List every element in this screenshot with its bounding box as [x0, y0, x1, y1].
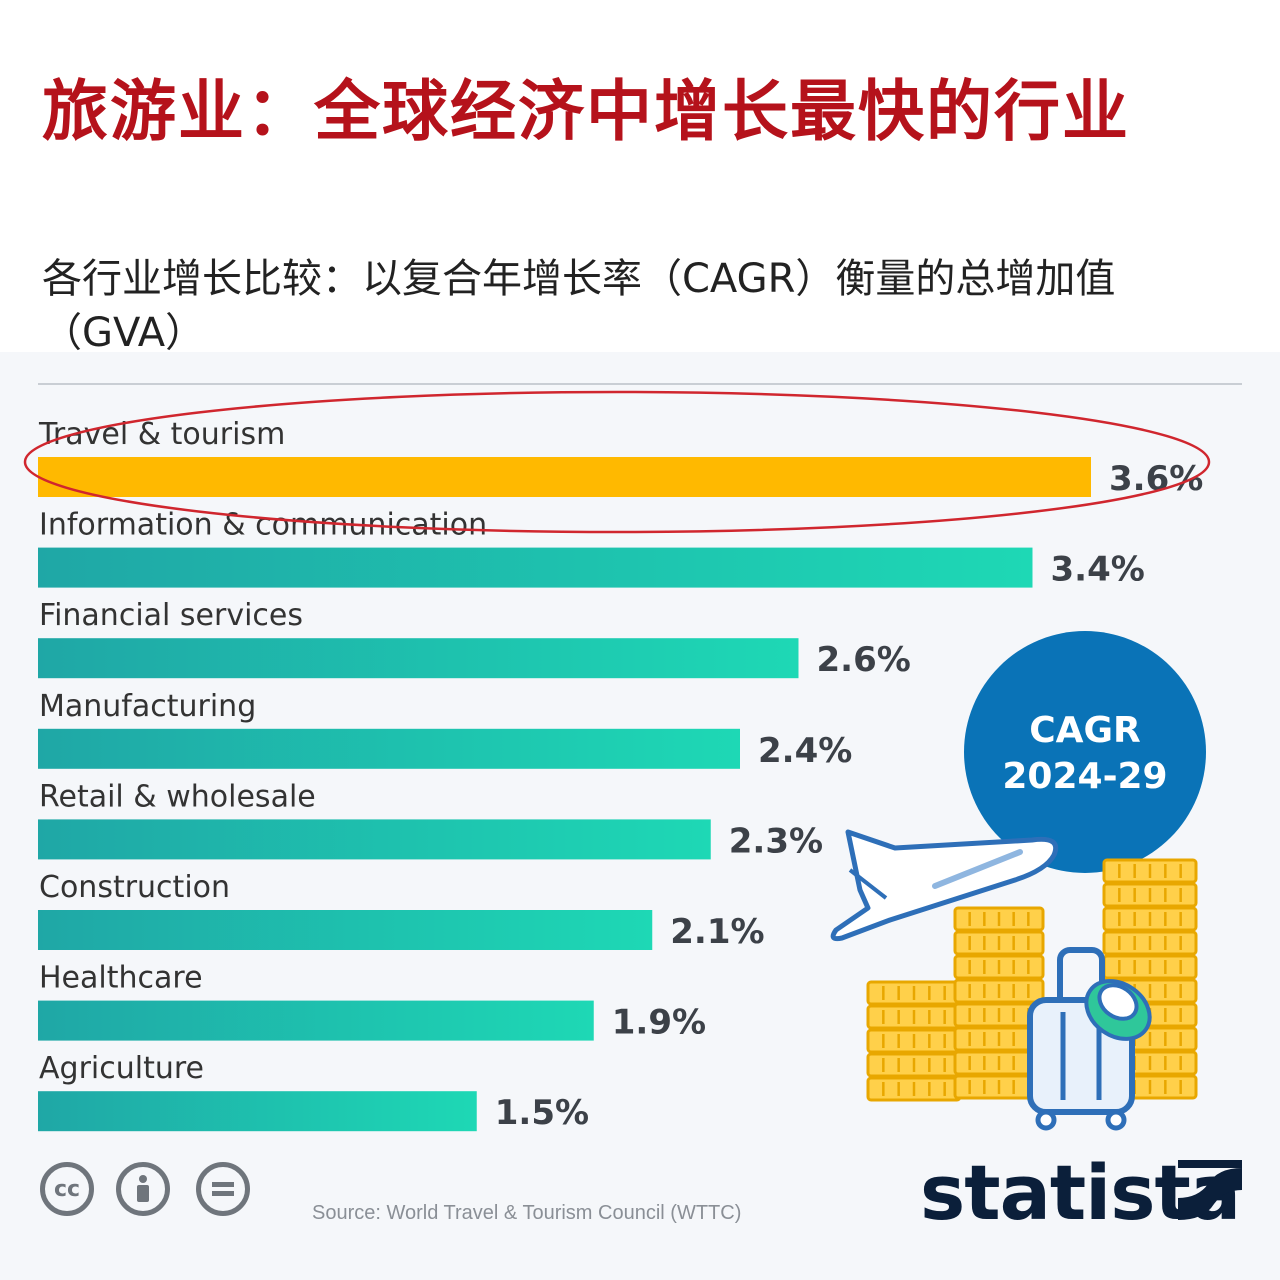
- chart-subtitle: 各行业增长比较：以复合年增长率（CAGR）衡量的总增加值（GVA）: [42, 256, 1116, 356]
- badge-line-1: CAGR: [1029, 710, 1141, 751]
- bar: [38, 1000, 594, 1041]
- attribution-icon: [116, 1162, 170, 1216]
- category-label: Construction: [39, 870, 230, 905]
- travel-illustration: [830, 829, 1198, 1131]
- category-label: Agriculture: [39, 1051, 204, 1086]
- bar: [38, 457, 1091, 497]
- statista-mark-icon: [1178, 1160, 1242, 1220]
- cc-icon: cc: [40, 1162, 94, 1216]
- value-label: 2.6%: [817, 640, 911, 680]
- value-label: 3.4%: [1051, 550, 1145, 590]
- bar: [38, 728, 740, 769]
- page-title: 旅游业：全球经济中增长最快的行业: [42, 73, 1130, 150]
- category-label: Financial services: [39, 598, 303, 633]
- category-label: Retail & wholesale: [39, 779, 316, 814]
- value-label: 2.3%: [729, 821, 823, 861]
- highlight-annotation-ellipse: [23, 390, 1211, 534]
- category-label: Healthcare: [39, 961, 203, 996]
- bar: [38, 1091, 477, 1132]
- hat-icon: [1084, 979, 1152, 1041]
- coin-stacks-icon: [866, 858, 1198, 1102]
- bar: [38, 910, 653, 950]
- airplane-icon: [830, 829, 1059, 942]
- bar: [38, 547, 1033, 588]
- bar: [38, 638, 799, 679]
- bar: [38, 819, 711, 860]
- value-label: 2.1%: [670, 912, 764, 952]
- category-label: Information & communication: [39, 508, 487, 543]
- badge-line-2: 2024-29: [1002, 756, 1167, 797]
- value-label: 2.4%: [758, 731, 852, 771]
- value-label: 1.9%: [612, 1003, 706, 1043]
- badge-circle: [964, 631, 1206, 873]
- no-derivatives-icon: [196, 1162, 250, 1216]
- source-note: Source: World Travel & Tourism Council (…: [312, 1202, 742, 1224]
- bars-layer: Travel & tourism 3.6% Information & commun…: [38, 417, 1203, 1133]
- category-label: Travel & tourism: [38, 417, 285, 452]
- cagr-badge: CAGR 2024-29: [964, 631, 1206, 873]
- value-label: 1.5%: [495, 1093, 589, 1133]
- category-label: Manufacturing: [39, 689, 256, 724]
- value-label: 3.6%: [1109, 459, 1203, 499]
